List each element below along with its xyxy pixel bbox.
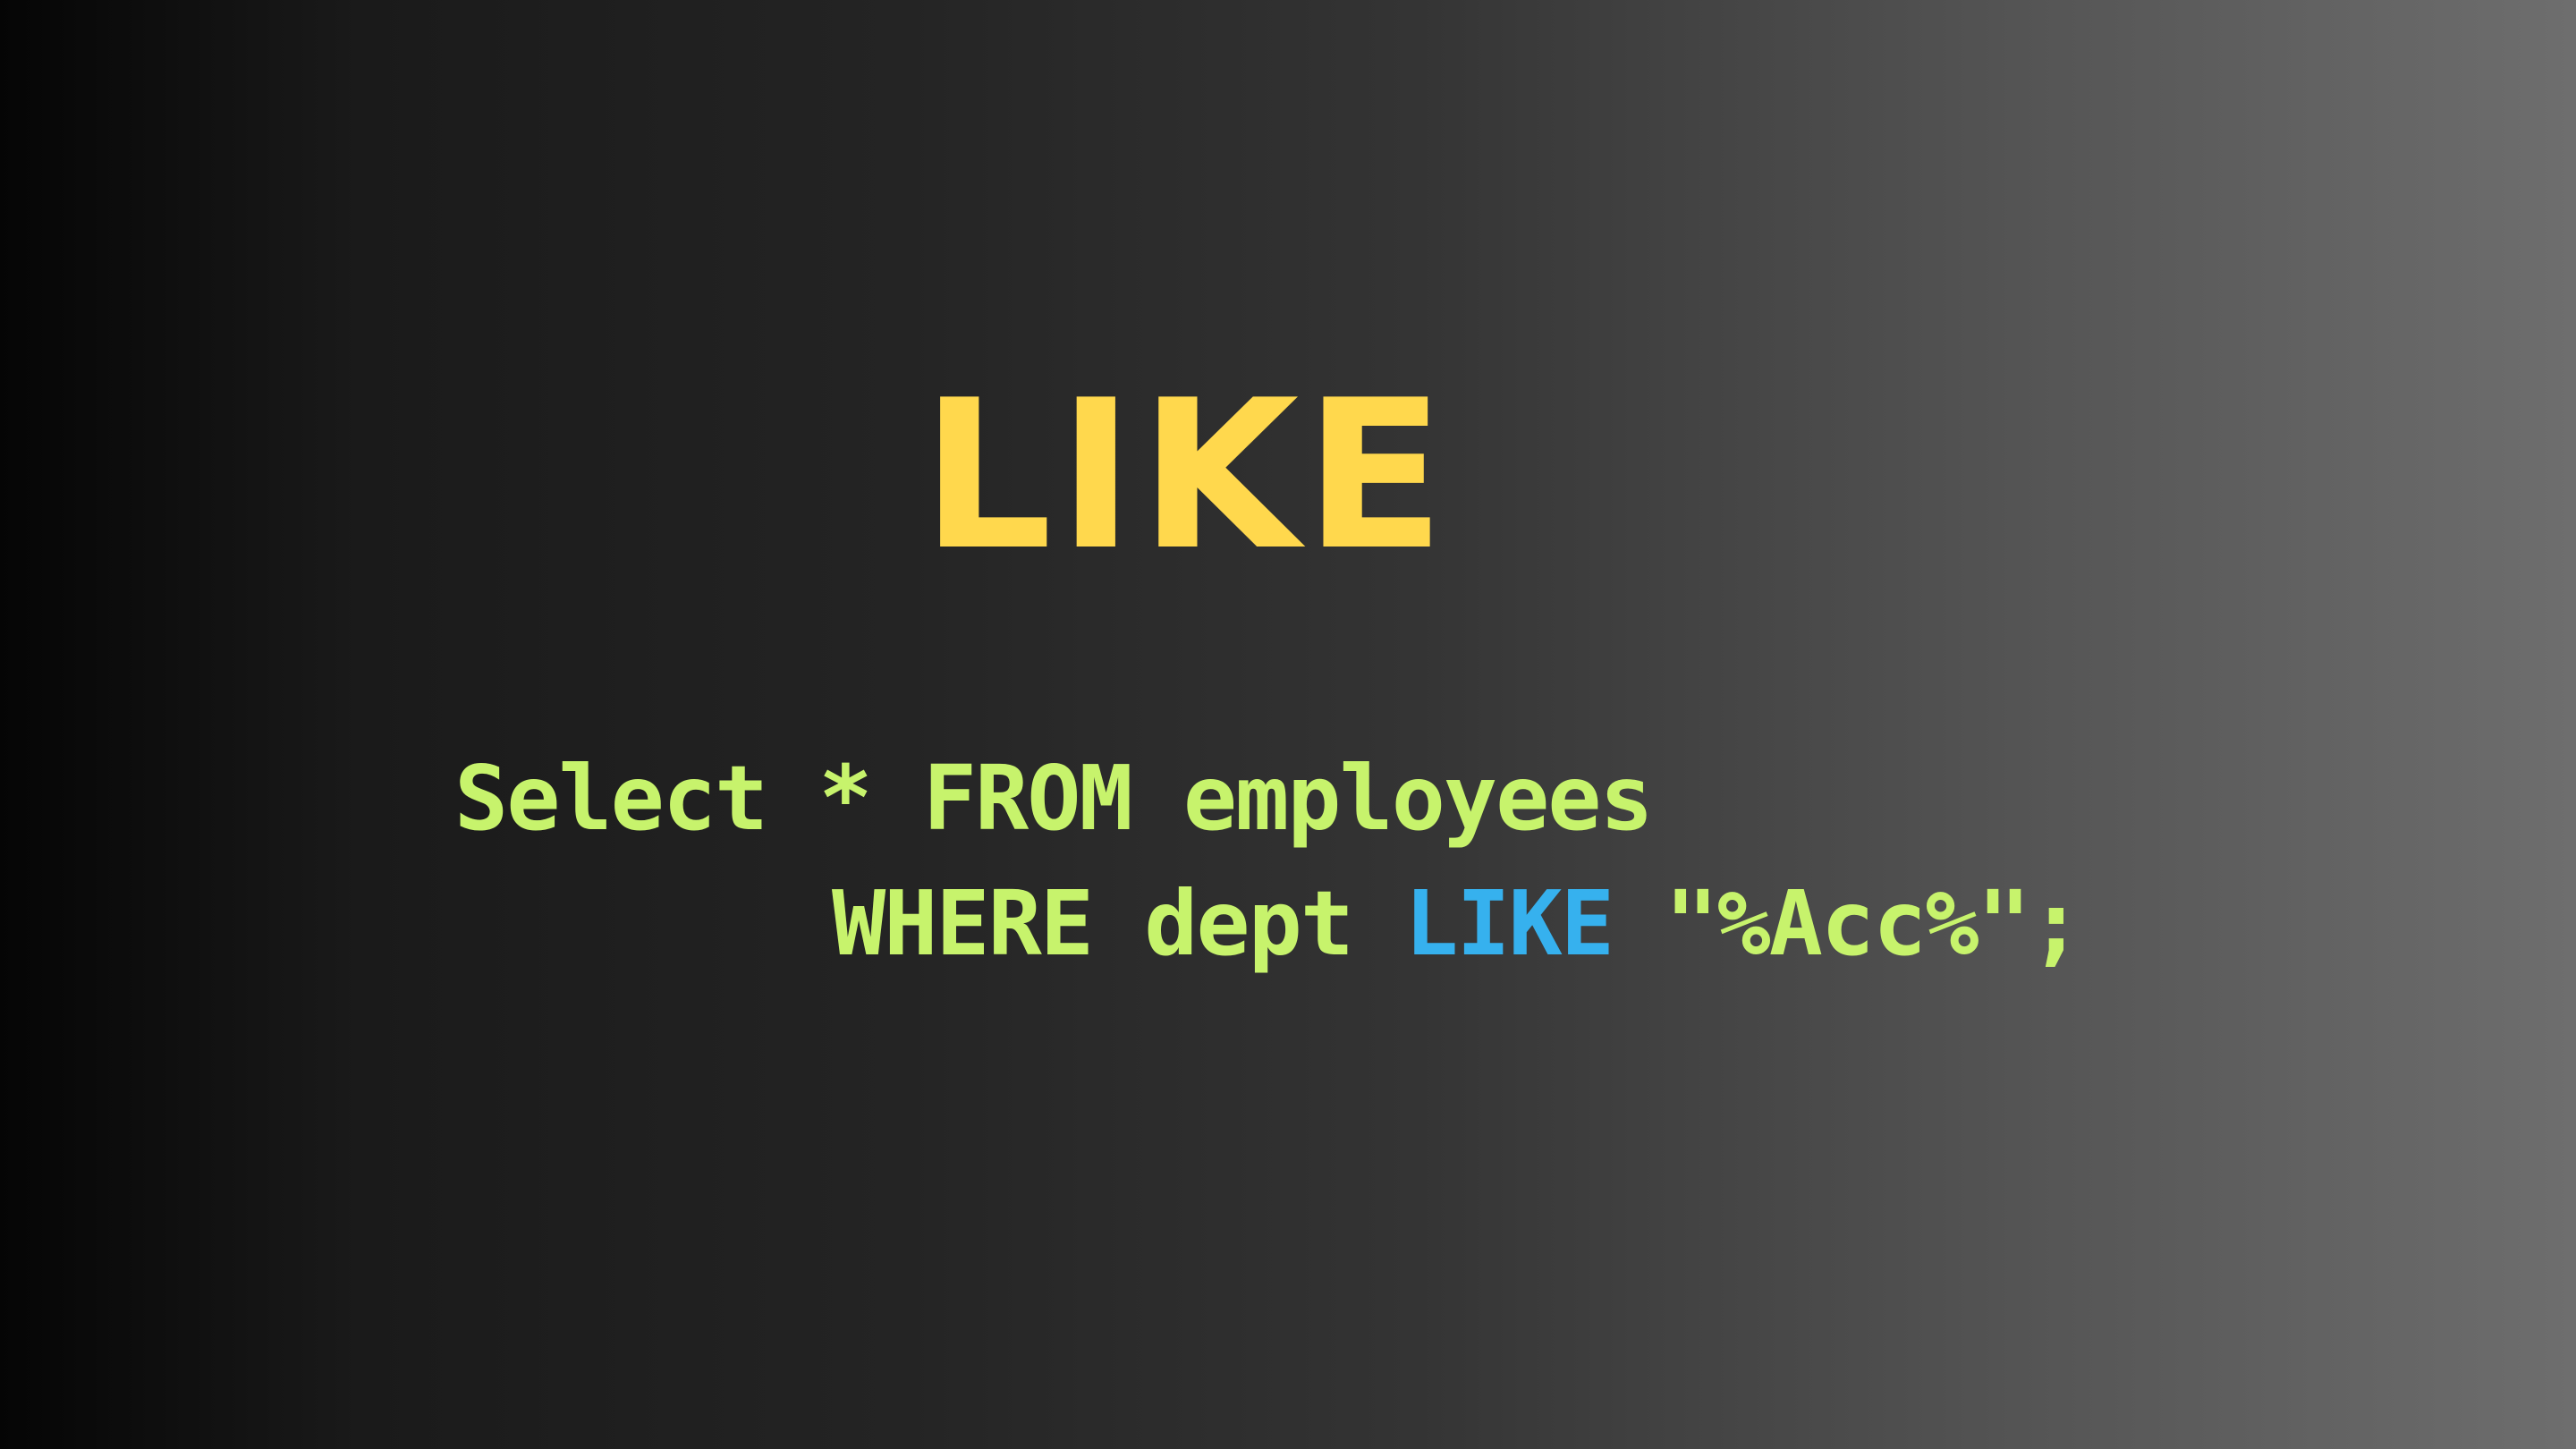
slide-title: LIKE	[921, 357, 1451, 596]
sql-pattern-string: "%Acc%";	[1613, 871, 2083, 976]
sql-line-select: Select * FROM employees	[454, 746, 1654, 851]
sql-where-clause: WHERE dept	[832, 871, 1405, 976]
sql-line-where: WHERE dept LIKE "%Acc%";	[832, 879, 2083, 969]
sql-like-keyword: LIKE	[1404, 871, 1614, 976]
